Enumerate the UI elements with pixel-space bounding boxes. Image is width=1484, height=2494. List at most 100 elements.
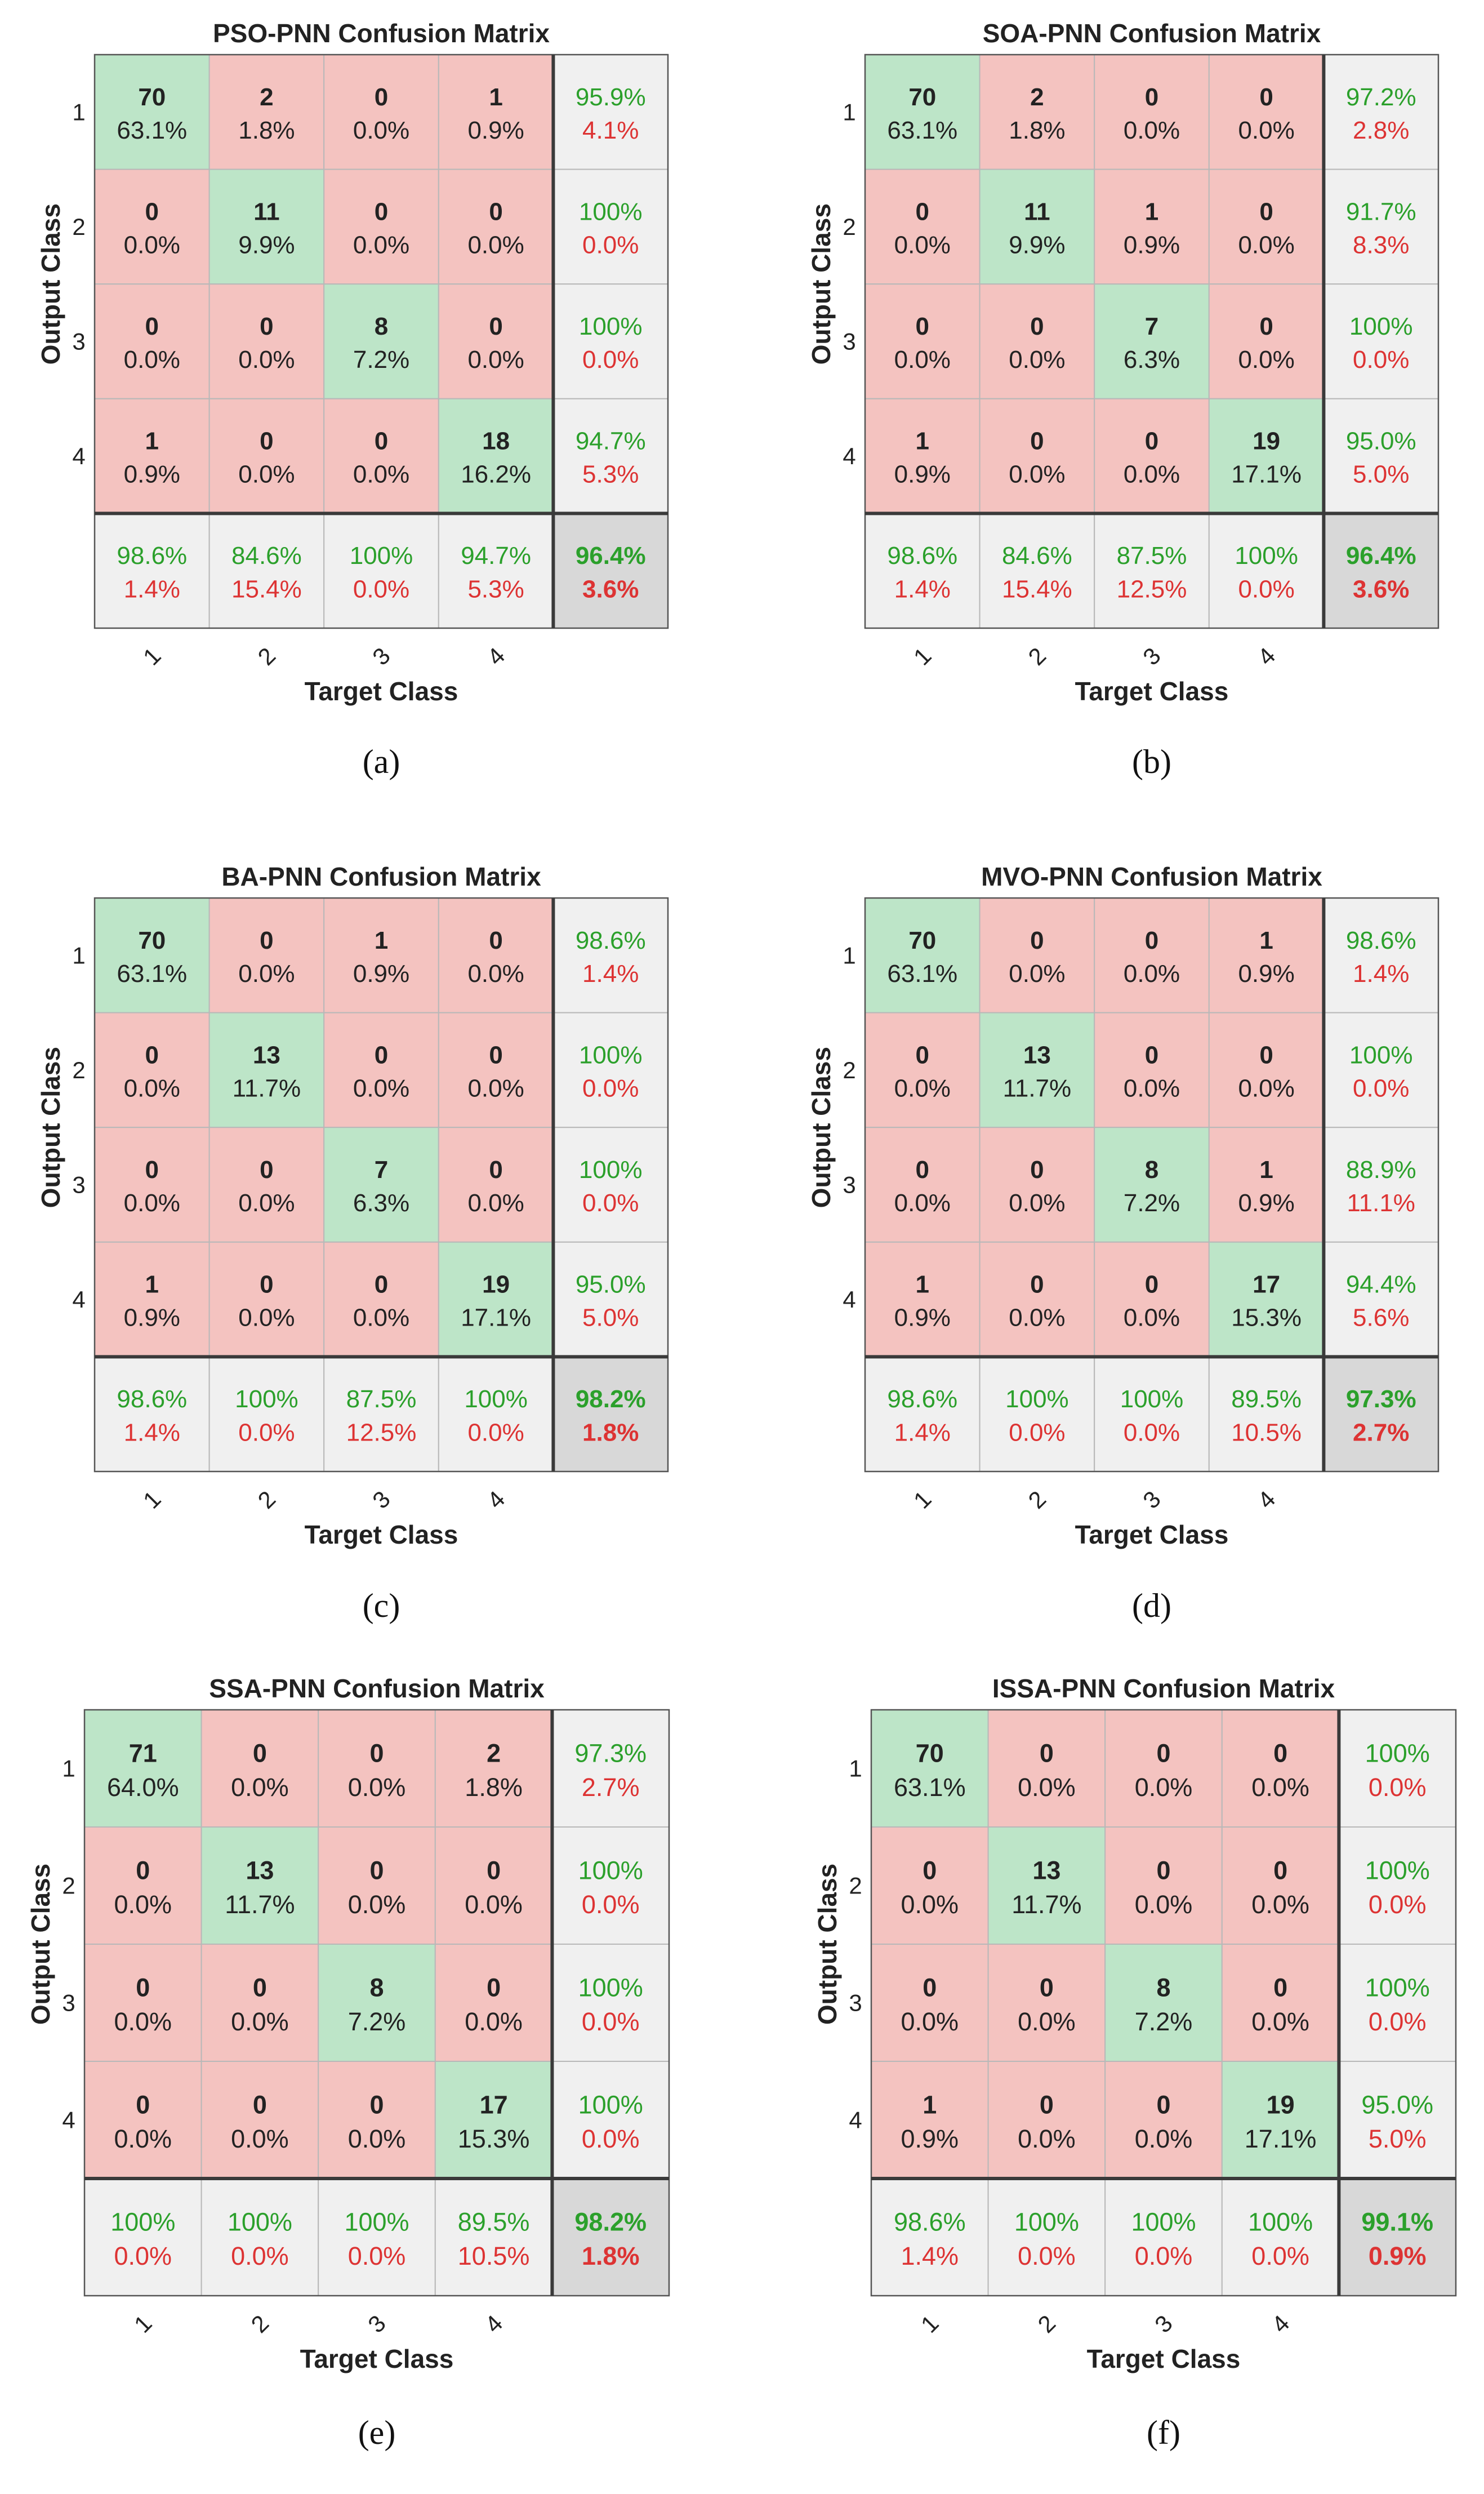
matrix-cell [1094,168,1210,285]
cell-count: 0 [260,428,273,455]
column-recall: 100% [1005,1385,1069,1413]
y-tick-label: 3 [62,1990,75,2016]
x-tick-label: 2 [246,2310,274,2338]
confusion-matrix-panel-d: MVO-PNN Confusion Matrix 70 63.1% 0 0.0% 0 0.0… [806,862,1440,1624]
cell-count: 17 [480,2090,508,2119]
x-tick-label: 2 [253,1486,281,1514]
matrix-cell [94,897,210,1013]
row-summary-cell [1338,1709,1456,1828]
column-error: 0.0% [1009,1419,1065,1446]
x-tick-label: 3 [1149,2310,1178,2338]
column-summary-cell [434,2178,553,2296]
column-recall: 100% [344,2207,409,2236]
cell-count: 70 [908,927,936,954]
row-error: 0.0% [582,346,639,374]
cell-count: 0 [253,2090,267,2119]
matrix-cell [1104,2061,1223,2179]
row-error: 0.0% [582,231,639,259]
y-tick-label: 4 [843,1286,855,1313]
matrix-frame [93,897,669,1473]
matrix-cell [318,1944,436,2062]
row-summary-cell [551,1826,670,1945]
column-recall: 89.5% [458,2207,530,2236]
matrix-cell [979,283,1095,399]
y-axis-label: Output Class [36,1047,65,1208]
x-tick-label: 1 [129,2310,157,2338]
matrix-cell [208,283,325,399]
cell-count: 1 [916,1271,929,1299]
matrix-cell [208,1012,325,1128]
x-tick-label: 2 [1023,642,1051,670]
cell-count: 0 [1030,313,1044,340]
cell-percent: 0.0% [1238,117,1294,144]
cell-percent: 11.7% [1011,1890,1081,1919]
y-tick-label: 1 [849,1755,862,1782]
matrix-cell [434,1944,553,2062]
cell-count: 0 [1145,1271,1158,1299]
column-recall: 100% [1235,542,1298,570]
column-error: 0.0% [1135,2242,1193,2270]
cell-count: 0 [1145,83,1158,111]
column-recall: 100% [110,2207,175,2236]
cell-percent: 0.0% [348,1773,406,1802]
y-axis-label: Output Class [36,203,65,364]
cell-count: 70 [138,83,166,111]
column-recall: 84.6% [231,542,302,570]
column-recall: 100% [1014,2207,1079,2236]
cell-percent: 0.0% [1124,960,1180,988]
cell-percent: 9.9% [238,231,295,259]
overall-cell [551,2178,670,2296]
matrix-cell [84,1709,202,1828]
cell-count: 17 [1253,1271,1280,1299]
cell-percent: 63.1% [117,117,187,144]
matrix-cell [987,1944,1106,2062]
column-error: 0.0% [467,1419,524,1446]
matrix-cell [871,1826,989,1945]
column-summary-cell [438,513,554,629]
cell-count: 0 [253,1973,267,2002]
y-tick-label: 2 [843,1057,855,1083]
cell-count: 11 [1024,198,1050,225]
y-tick-label: 4 [72,1286,85,1313]
cell-percent: 63.1% [894,1773,966,1802]
cell-percent: 0.0% [467,231,524,259]
cell-percent: 0.0% [1238,346,1294,374]
cell-percent: 0.0% [1135,1773,1193,1802]
cell-percent: 7.2% [348,2007,406,2036]
cell-percent: 0.0% [238,1304,295,1332]
matrix-cell [208,168,325,285]
cell-percent: 1.8% [1009,117,1065,144]
matrix-cell [318,2061,436,2179]
matrix-cell [979,897,1095,1013]
cell-percent: 17.1% [1245,2124,1317,2153]
matrix-cell [1104,1709,1223,1828]
matrix-cell [94,168,210,285]
cell-percent: 0.0% [238,461,295,488]
row-precision: 94.4% [1346,1271,1416,1299]
row-precision: 91.7% [1346,198,1416,225]
cell-percent: 0.0% [1135,2124,1193,2153]
row-precision: 88.9% [1346,1156,1416,1184]
cell-count: 18 [482,428,510,455]
cell-count: 0 [487,1973,501,2002]
cell-count: 0 [1259,1041,1273,1069]
y-tick-label: 2 [72,214,85,240]
matrix-cell [94,1127,210,1243]
cell-count: 0 [145,313,159,340]
cell-percent: 11.7% [1003,1074,1072,1102]
row-error: 5.0% [1353,461,1409,488]
cell-percent: 0.0% [238,1189,295,1217]
matrix-cell [94,398,210,514]
matrix-cell [1221,2061,1340,2179]
row-error: 1.4% [582,960,639,988]
column-summary-cell [323,1356,439,1472]
row-error: 5.0% [582,1304,639,1332]
x-axis-label: Target Class [305,677,458,706]
overall-error: 0.9% [1369,2242,1427,2270]
y-tick-label: 2 [62,1873,75,1899]
cell-count: 8 [375,313,388,340]
cell-count: 0 [916,313,929,340]
confusion-matrix-panel-a: PSO-PNN Confusion Matrix 70 63.1% 2 1.8% 0 0.0… [36,19,669,780]
